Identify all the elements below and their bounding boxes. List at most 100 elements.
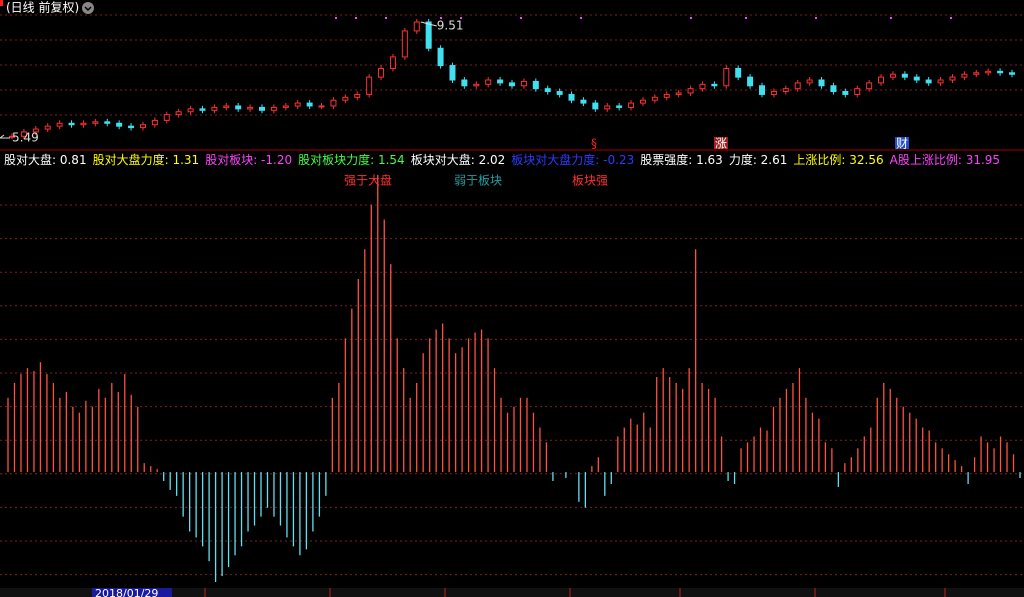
indicator-value: -1.20	[257, 153, 293, 167]
candle	[866, 82, 873, 90]
candle	[92, 121, 99, 124]
candle	[366, 76, 373, 95]
candle	[449, 65, 456, 81]
candle	[473, 83, 480, 87]
candle	[497, 79, 504, 84]
candle	[247, 106, 254, 110]
time-axis	[0, 588, 1024, 597]
candle	[818, 79, 825, 87]
candle	[854, 88, 861, 95]
signal-dot	[335, 17, 337, 19]
candle	[747, 76, 754, 87]
candle	[878, 76, 885, 84]
candle	[699, 83, 706, 90]
candle	[735, 67, 742, 78]
date-box	[92, 588, 172, 597]
arrow	[420, 21, 437, 27]
candle	[639, 99, 646, 104]
candle	[9, 135, 15, 138]
candle	[723, 67, 730, 87]
candle	[20, 131, 27, 137]
indicator: 股对板块: -1.20	[205, 153, 292, 167]
candle	[937, 79, 944, 84]
candle	[163, 114, 170, 121]
candle	[223, 105, 230, 108]
candle	[651, 96, 658, 101]
candle	[318, 105, 325, 108]
candle	[830, 85, 837, 93]
candle	[675, 92, 682, 95]
candle	[104, 121, 111, 124]
indicator-label: 股对大盘:	[4, 153, 57, 167]
signal-dot	[890, 17, 892, 19]
candle	[759, 85, 765, 95]
indicator-label: 股对大盘力度:	[92, 153, 169, 167]
candle	[568, 93, 575, 101]
signal-dot	[950, 17, 952, 19]
indicator: 力度: 2.61	[729, 153, 788, 167]
candle	[580, 99, 587, 104]
candle	[532, 80, 539, 90]
date: 2018/01/29	[95, 587, 158, 597]
candle	[116, 122, 123, 127]
annotation: 强于大盘	[344, 173, 392, 188]
candle	[889, 73, 896, 78]
candle	[997, 70, 1004, 74]
candle	[485, 79, 492, 85]
candle	[544, 88, 551, 93]
candle	[806, 79, 813, 84]
indicator: 板块对大盘力度: -0.23	[511, 153, 634, 167]
indicator-label: 板块对大盘:	[410, 153, 475, 167]
candle	[259, 106, 265, 111]
signal-dot	[745, 17, 747, 19]
candle	[711, 83, 718, 87]
candle	[175, 111, 182, 116]
signal-dot	[385, 17, 387, 19]
candle	[616, 105, 623, 108]
candle	[663, 93, 670, 98]
candle	[1009, 72, 1015, 75]
candle	[913, 76, 920, 81]
candle	[437, 47, 444, 67]
indicator-value: 32.56	[845, 153, 884, 167]
candle	[842, 91, 849, 95]
candle	[32, 128, 39, 133]
candle	[282, 105, 289, 108]
candle	[187, 108, 194, 113]
indicator-label: 股对板块力度:	[298, 153, 375, 167]
indicator-value: -0.23	[599, 153, 635, 167]
candle	[354, 93, 361, 98]
candle	[139, 124, 146, 129]
candle	[342, 96, 349, 101]
corner-mark	[0, 0, 3, 6]
candle	[973, 72, 980, 75]
signal-dot	[520, 17, 522, 19]
candle	[68, 122, 75, 126]
indicator-label: 股对板块:	[205, 153, 258, 167]
candle	[461, 79, 468, 87]
low-label: 5.49	[12, 131, 39, 145]
candle	[378, 67, 385, 78]
candle	[604, 105, 611, 110]
indicator-label: 上涨比例:	[793, 153, 846, 167]
candle	[949, 76, 956, 81]
indicator-label: 力度:	[728, 153, 757, 167]
candle	[151, 119, 158, 126]
indicator-value: 1.54	[374, 153, 405, 167]
indicator-value: 2.02	[474, 153, 506, 167]
signal-dot	[815, 17, 817, 19]
dropdown[interactable]	[82, 2, 94, 14]
candle	[782, 88, 789, 93]
indicator: 股对板块力度: 1.54	[298, 153, 405, 167]
indicator: 股对大盘: 0.81	[4, 153, 87, 167]
indicator: 板块对大盘: 2.02	[411, 153, 506, 167]
high-label: 9.51	[437, 19, 464, 33]
candle	[128, 125, 135, 129]
indicator-label: 股票强度:	[640, 153, 693, 167]
candle	[56, 122, 63, 127]
indicator-value: 2.61	[756, 153, 788, 167]
candle	[901, 73, 908, 78]
indicator-label: 板块对大盘力度:	[511, 153, 600, 167]
